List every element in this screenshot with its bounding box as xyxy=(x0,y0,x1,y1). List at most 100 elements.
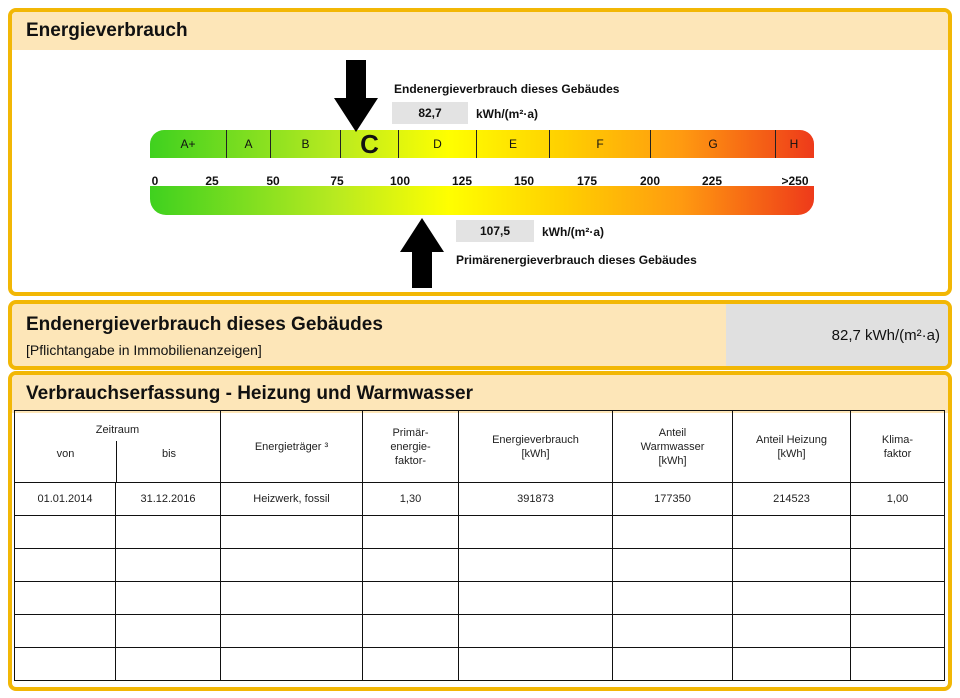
table-cell xyxy=(612,614,733,648)
energy-consumption-panel: Energieverbrauch A+ A B C D E F G H 0 25 50 75 100 12… xyxy=(8,8,952,296)
table-cell xyxy=(612,548,733,582)
energy-class-g: G xyxy=(650,130,775,158)
table-cell xyxy=(458,647,613,681)
energy-class-a: A xyxy=(226,130,270,158)
table-row-empty xyxy=(14,581,945,615)
header-primaerenergiefaktor: Primär- energie- faktor- xyxy=(362,410,459,483)
table-cell: Heizwerk, fossil xyxy=(220,482,363,516)
table-cell xyxy=(115,614,221,648)
header-klimafaktor: Klima- faktor xyxy=(850,410,945,483)
table-cell xyxy=(850,548,945,582)
header-energieverbrauch: Energieverbrauch [kWh] xyxy=(458,410,613,483)
panel-title: Verbrauchserfassung - Heizung und Warmwa… xyxy=(12,375,948,413)
scale-tick-label: 125 xyxy=(451,174,473,188)
table-cell xyxy=(14,581,116,615)
scale-tick-label: 100 xyxy=(389,174,411,188)
table-row-empty xyxy=(14,515,945,549)
table-cell xyxy=(612,581,733,615)
primary-energy-label: Primärenergieverbrauch dieses Gebäudes xyxy=(456,253,697,267)
header-warmwasser: Anteil Warmwasser [kWh] xyxy=(612,410,733,483)
energy-class-b: B xyxy=(270,130,340,158)
consumption-table: Zeitraum von bis Energieträger ³ Primär-… xyxy=(14,410,945,681)
table-cell xyxy=(458,515,613,549)
header-bis: bis xyxy=(161,448,177,460)
scale-tick-label: 0 xyxy=(151,174,159,188)
header-heizung: Anteil Heizung [kWh] xyxy=(732,410,851,483)
primary-energy-arrow-icon xyxy=(400,218,444,288)
table-cell xyxy=(362,614,459,648)
table-row-empty xyxy=(14,548,945,582)
summary-subtitle: [Pflichtangabe in Immobilienanzeigen] xyxy=(26,342,262,358)
table-cell xyxy=(362,548,459,582)
table-cell xyxy=(115,581,221,615)
table-cell xyxy=(362,581,459,615)
table-cell: 31.12.2016 xyxy=(115,482,221,516)
table-cell xyxy=(362,515,459,549)
table-cell xyxy=(850,515,945,549)
table-cell xyxy=(458,581,613,615)
header-zeitraum-label: Zeitraum xyxy=(95,424,140,436)
table-cell xyxy=(458,548,613,582)
table-cell xyxy=(14,515,116,549)
summary-title: Endenergieverbrauch dieses Gebäudes xyxy=(26,314,383,335)
summary-value: 82,7 kWh/(m²·a) xyxy=(726,304,948,366)
table-cell xyxy=(220,647,363,681)
table-cell xyxy=(850,581,945,615)
consumption-table-panel: Verbrauchserfassung - Heizung und Warmwa… xyxy=(8,371,952,691)
table-cell: 1,00 xyxy=(850,482,945,516)
table-cell xyxy=(732,548,851,582)
table-cell xyxy=(14,614,116,648)
table-row: 01.01.2014 31.12.2016 Heizwerk, fossil 1,30… xyxy=(14,482,945,516)
table-cell xyxy=(732,581,851,615)
energy-class-a-plus: A+ xyxy=(180,137,196,151)
table-cell xyxy=(362,647,459,681)
header-zeitraum: Zeitraum von bis xyxy=(14,410,221,483)
primary-energy-bar xyxy=(150,186,814,215)
table-cell: 177350 xyxy=(612,482,733,516)
table-cell xyxy=(14,548,116,582)
table-cell xyxy=(612,647,733,681)
table-cell xyxy=(732,614,851,648)
table-cell xyxy=(14,647,116,681)
table-cell: 214523 xyxy=(732,482,851,516)
table-cell xyxy=(850,647,945,681)
table-cell xyxy=(220,515,363,549)
table-cell xyxy=(220,548,363,582)
table-cell xyxy=(220,581,363,615)
table-cell xyxy=(220,614,363,648)
scale-tick-label: 25 xyxy=(205,174,219,188)
table-cell xyxy=(612,515,733,549)
energy-class-d: D xyxy=(398,130,476,158)
scale-tick-label: >250 xyxy=(781,174,809,188)
table-header-row: Zeitraum von bis Energieträger ³ Primär-… xyxy=(14,410,945,483)
scale-tick-label: 150 xyxy=(513,174,535,188)
scale-tick-label: 175 xyxy=(576,174,598,188)
end-energy-value: 82,7 xyxy=(392,102,468,124)
energy-class-f: F xyxy=(549,130,650,158)
end-energy-unit: kWh/(m²·a) xyxy=(476,107,538,121)
energy-class-c: C xyxy=(340,130,398,158)
energy-class-e: E xyxy=(476,130,549,158)
table-cell xyxy=(732,515,851,549)
table-row-empty xyxy=(14,647,945,681)
end-energy-arrow-icon xyxy=(334,60,378,132)
scale-tick-label: 225 xyxy=(701,174,723,188)
end-energy-label: Endenergieverbrauch dieses Gebäudes xyxy=(394,82,620,96)
table-cell xyxy=(732,647,851,681)
table-cell xyxy=(458,614,613,648)
energy-class-h: H xyxy=(775,130,812,158)
panel-title: Energieverbrauch xyxy=(12,12,948,50)
table-cell: 01.01.2014 xyxy=(14,482,116,516)
table-cell xyxy=(850,614,945,648)
scale-tick-label: 200 xyxy=(639,174,661,188)
table-row-empty xyxy=(14,614,945,648)
table-cell xyxy=(115,548,221,582)
summary-panel: Endenergieverbrauch dieses Gebäudes [Pfl… xyxy=(8,300,952,370)
primary-energy-unit: kWh/(m²·a) xyxy=(542,225,604,239)
table-cell xyxy=(115,515,221,549)
primary-energy-value: 107,5 xyxy=(456,220,534,242)
table-cell xyxy=(115,647,221,681)
table-cell: 391873 xyxy=(458,482,613,516)
table-cell: 1,30 xyxy=(362,482,459,516)
scale-tick-label: 75 xyxy=(330,174,344,188)
